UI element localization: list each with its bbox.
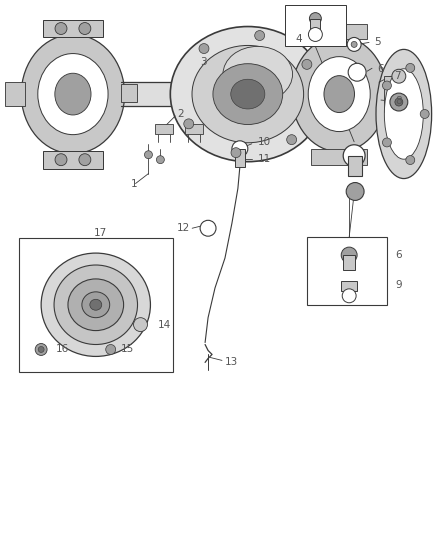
Bar	[185, 124, 203, 134]
Ellipse shape	[376, 50, 431, 179]
Circle shape	[79, 22, 91, 35]
Bar	[311, 23, 367, 39]
Circle shape	[231, 148, 241, 158]
Circle shape	[341, 247, 357, 263]
Circle shape	[382, 81, 392, 90]
Bar	[384, 76, 406, 112]
Ellipse shape	[90, 300, 102, 310]
Ellipse shape	[213, 64, 283, 125]
Text: 2: 2	[177, 109, 184, 119]
Circle shape	[309, 13, 321, 25]
Text: 10: 10	[258, 137, 271, 147]
Circle shape	[395, 98, 403, 106]
Circle shape	[38, 346, 44, 352]
Text: 11: 11	[258, 154, 271, 164]
Ellipse shape	[55, 73, 91, 115]
Bar	[19, 238, 173, 373]
Circle shape	[156, 156, 164, 164]
Text: 13: 13	[225, 358, 238, 367]
Ellipse shape	[82, 292, 110, 318]
Circle shape	[343, 145, 365, 167]
Ellipse shape	[68, 279, 124, 330]
Text: 9: 9	[395, 280, 402, 290]
Circle shape	[406, 156, 415, 165]
Ellipse shape	[192, 45, 304, 143]
Circle shape	[390, 93, 408, 111]
Text: 12: 12	[177, 223, 191, 233]
Text: 3: 3	[200, 58, 207, 67]
Bar	[155, 124, 173, 134]
Circle shape	[254, 30, 265, 41]
Circle shape	[200, 220, 216, 236]
Circle shape	[406, 63, 415, 72]
Ellipse shape	[21, 35, 124, 154]
Circle shape	[55, 154, 67, 166]
Bar	[343, 255, 355, 270]
Ellipse shape	[54, 265, 138, 344]
Circle shape	[35, 343, 47, 356]
Ellipse shape	[223, 46, 293, 102]
Ellipse shape	[38, 53, 108, 135]
Text: 17: 17	[94, 228, 107, 238]
Circle shape	[199, 44, 209, 53]
Bar	[307, 237, 387, 305]
Bar	[348, 156, 362, 175]
Circle shape	[347, 37, 361, 51]
Ellipse shape	[292, 36, 387, 152]
Bar	[285, 5, 346, 46]
Text: 4: 4	[296, 35, 302, 44]
Ellipse shape	[231, 79, 265, 109]
Circle shape	[308, 28, 322, 42]
Circle shape	[134, 318, 148, 332]
Circle shape	[287, 135, 297, 144]
Text: 8: 8	[395, 96, 402, 106]
Text: 14: 14	[157, 320, 171, 329]
Text: 7: 7	[394, 71, 400, 81]
Bar	[43, 20, 103, 37]
Ellipse shape	[384, 69, 423, 159]
Bar	[5, 82, 25, 106]
Circle shape	[342, 289, 356, 303]
Ellipse shape	[170, 27, 325, 161]
Circle shape	[346, 182, 364, 200]
Circle shape	[145, 151, 152, 159]
Bar	[120, 84, 137, 102]
Text: 6: 6	[377, 64, 384, 74]
Bar	[311, 19, 320, 30]
Circle shape	[351, 42, 357, 47]
Circle shape	[302, 59, 312, 69]
Circle shape	[184, 119, 194, 129]
Circle shape	[55, 22, 67, 35]
Text: 6: 6	[395, 250, 402, 260]
Text: 15: 15	[120, 344, 134, 354]
Text: 1: 1	[131, 179, 137, 189]
Bar	[43, 151, 103, 168]
Circle shape	[79, 154, 91, 166]
Ellipse shape	[41, 253, 150, 357]
Text: 16: 16	[56, 344, 69, 354]
Ellipse shape	[324, 76, 354, 112]
Bar	[311, 149, 367, 165]
Text: 5: 5	[374, 37, 381, 47]
Circle shape	[106, 344, 116, 354]
Circle shape	[382, 138, 392, 147]
Bar	[235, 149, 245, 167]
Circle shape	[348, 63, 366, 81]
Circle shape	[420, 109, 429, 118]
Ellipse shape	[308, 56, 370, 132]
Circle shape	[392, 69, 406, 83]
Circle shape	[232, 141, 248, 157]
Bar	[341, 281, 357, 291]
